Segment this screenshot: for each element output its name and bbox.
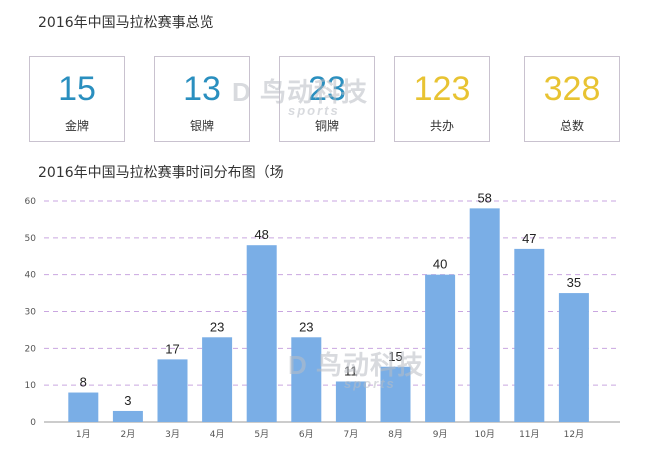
bar [202, 337, 233, 422]
x-tick-label: 1月 [76, 429, 91, 440]
stat-card-gold: 15 金牌 [29, 56, 125, 142]
x-tick-label: 12月 [564, 429, 584, 440]
data-label: 48 [254, 227, 268, 242]
bar [291, 337, 322, 422]
x-tick-label: 4月 [210, 429, 225, 440]
stat-label-bronze: 铜牌 [314, 119, 339, 133]
data-label: 8 [80, 375, 87, 390]
stat-card-silver: 13 银牌 [154, 56, 250, 142]
y-tick-label: 10 [25, 381, 37, 391]
y-tick-label: 50 [25, 234, 37, 244]
data-label: 23 [210, 319, 224, 334]
stat-value-total: 328 [543, 70, 601, 108]
data-label: 23 [299, 319, 313, 334]
stat-value-gold: 15 [58, 70, 96, 108]
bar [335, 381, 366, 422]
y-tick-label: 0 [30, 418, 36, 428]
stat-label-gold: 金牌 [64, 119, 89, 133]
bar [469, 208, 500, 422]
x-tick-label: 6月 [299, 429, 314, 440]
summary-title: 2016年中国马拉松赛事总览 [38, 15, 214, 31]
bar-chart: 0 10 20 30 40 50 60 8 1月 3 2月 17 3月 23 4月 48 5月 23 6月 11 7月 1… [25, 190, 620, 440]
x-tick-label: 3月 [165, 429, 180, 440]
stat-card-bronze: 23 铜牌 [279, 56, 375, 142]
bar [246, 245, 277, 422]
data-label: 35 [567, 275, 581, 290]
stat-label-total: 总数 [559, 119, 584, 133]
x-tick-label: 11月 [519, 429, 539, 440]
bar [558, 293, 589, 422]
data-label: 3 [124, 393, 131, 408]
bar [514, 248, 545, 422]
data-label: 15 [388, 349, 402, 364]
chart-title: 2016年中国马拉松赛事时间分布图（场 [38, 165, 284, 181]
data-label: 17 [165, 341, 179, 356]
y-tick-label: 20 [25, 344, 37, 354]
stat-label-silver: 银牌 [189, 119, 214, 133]
bar [157, 359, 188, 422]
data-label: 11 [344, 363, 358, 378]
data-label: 58 [477, 190, 491, 205]
bar [112, 410, 143, 422]
x-tick-label: 5月 [254, 429, 269, 440]
x-tick-label: 8月 [388, 429, 403, 440]
x-tick-label: 2月 [121, 429, 136, 440]
stat-label-hosted: 共办 [429, 119, 454, 133]
data-label: 47 [522, 231, 536, 246]
y-tick-label: 30 [25, 308, 37, 318]
x-tick-label: 9月 [433, 429, 448, 440]
y-tick-label: 40 [25, 271, 37, 281]
bar [425, 274, 456, 422]
stat-value-hosted: 123 [413, 70, 471, 108]
bar [68, 392, 99, 422]
stat-value-bronze: 23 [308, 70, 346, 108]
y-tick-label: 60 [25, 197, 37, 207]
stat-card-hosted: 123 共办 [394, 56, 490, 142]
stat-card-total: 328 总数 [524, 56, 620, 142]
data-label: 40 [433, 257, 447, 272]
bar [380, 366, 411, 422]
x-tick-label: 10月 [474, 429, 494, 440]
x-tick-label: 7月 [344, 429, 359, 440]
stat-value-silver: 13 [183, 70, 221, 108]
